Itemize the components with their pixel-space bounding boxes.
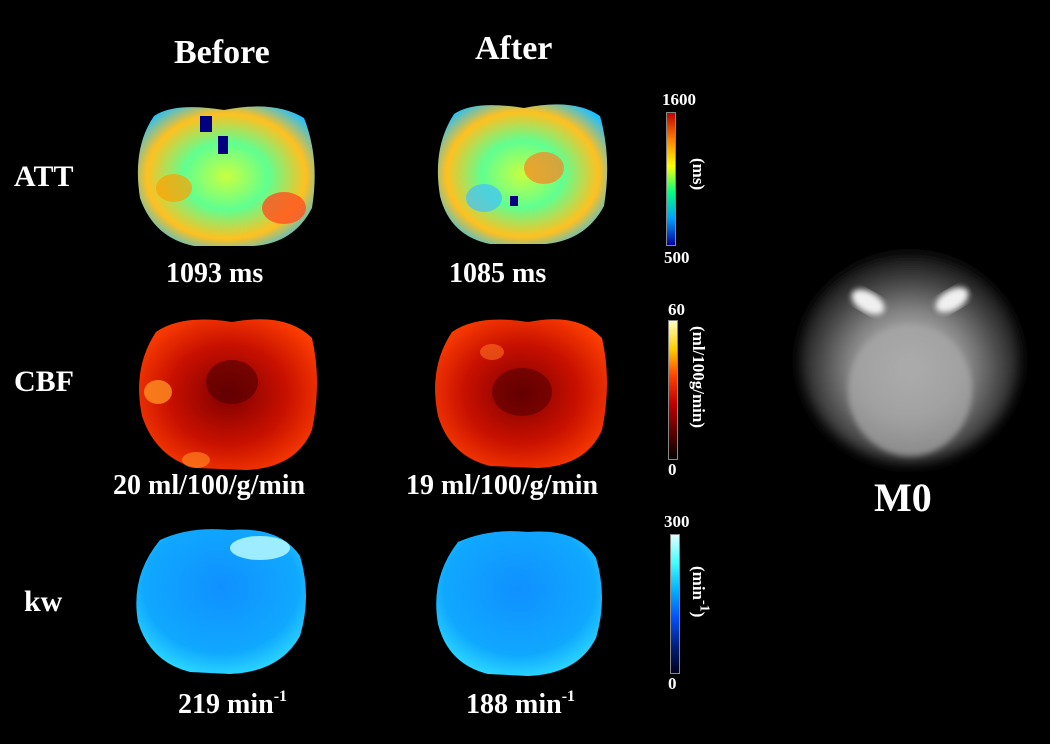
att-colorbar — [666, 112, 676, 246]
att-colorbar-max: 1600 — [662, 90, 696, 109]
kw-before-value: 219 min-1 — [178, 688, 288, 720]
cbf-colorbar-unit: (ml/100g/min) — [689, 326, 708, 428]
cbf-colorbar-min: 0 — [668, 460, 677, 479]
kw-colorbar-unit: (min-1) — [689, 566, 713, 618]
att-before-map — [137, 106, 315, 246]
att-after-map — [437, 104, 608, 244]
cbf-after-value: 19 ml/100/g/min — [406, 470, 599, 501]
att-before-value: 1093 ms — [166, 258, 264, 289]
m0-label: M0 — [874, 475, 932, 520]
row-label-att: ATT — [14, 160, 74, 193]
att-colorbar-unit: (ms) — [689, 158, 708, 191]
kw-after-value: 188 min-1 — [466, 688, 576, 720]
cbf-colorbar-max: 60 — [668, 300, 685, 319]
cbf-colorbar — [668, 320, 678, 460]
kw-colorbar — [670, 534, 680, 674]
column-title-before: Before — [174, 34, 270, 71]
row-label-cbf: CBF — [14, 365, 74, 398]
kw-colorbar-max: 300 — [664, 512, 690, 531]
kw-colorbar-min: 0 — [668, 674, 677, 693]
column-title-after: After — [475, 30, 553, 67]
att-after-value: 1085 ms — [449, 258, 547, 289]
row-label-kw: kw — [24, 585, 63, 618]
m0-image — [800, 253, 1020, 463]
cbf-before-value: 20 ml/100/g/min — [113, 470, 306, 501]
kw-before-map — [136, 529, 306, 674]
kw-after-map — [436, 531, 602, 676]
att-colorbar-min: 500 — [664, 248, 690, 267]
cbf-after-map — [435, 319, 607, 468]
cbf-before-map — [139, 319, 317, 470]
